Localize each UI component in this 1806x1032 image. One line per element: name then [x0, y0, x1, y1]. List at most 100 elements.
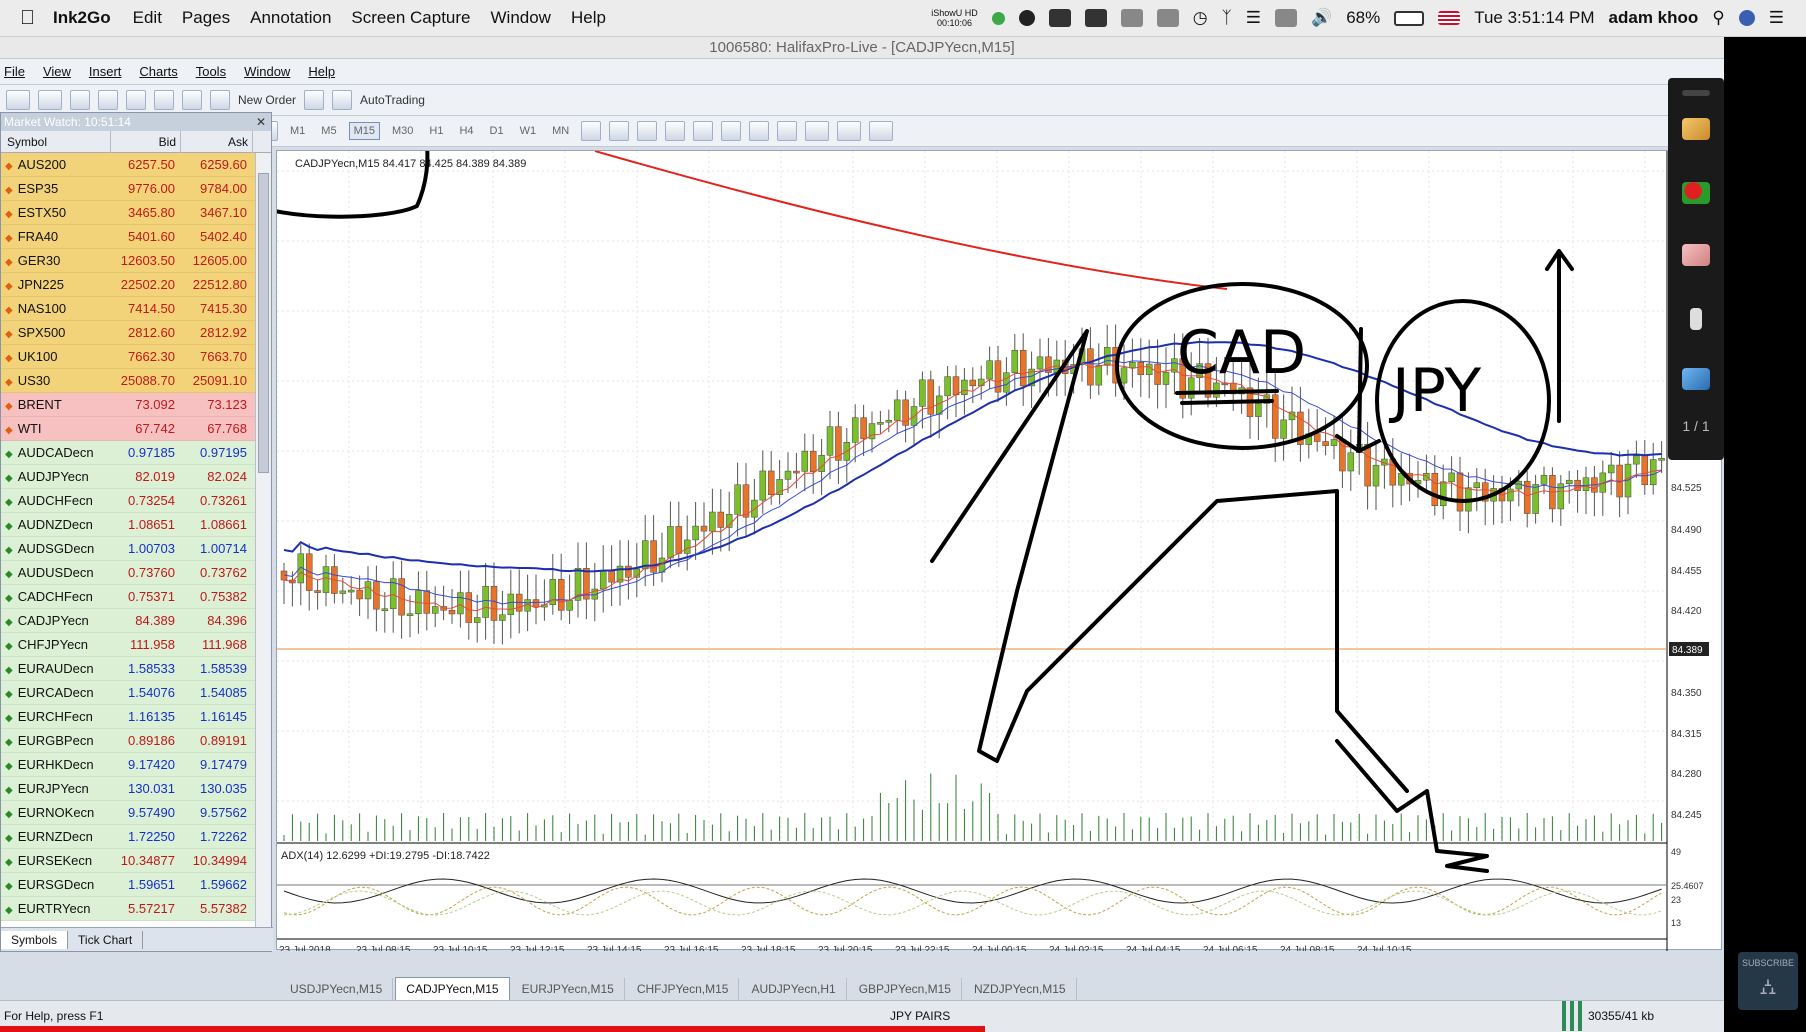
tile-windows-button[interactable]	[721, 121, 742, 141]
dropbox-icon[interactable]	[1084, 9, 1107, 27]
new-order-icon[interactable]	[210, 90, 230, 110]
market-watch-row[interactable]: EURHKDecn 9.17420 9.17479	[1, 753, 255, 777]
market-watch-row[interactable]: AUS200 6257.50 6259.60	[1, 153, 255, 177]
autotrading-button[interactable]: AutoTrading	[360, 93, 425, 107]
chart-tab[interactable]: EURJPYecn,M15	[512, 978, 625, 1000]
market-watch-row[interactable]: SPX500 2812.60 2812.92	[1, 321, 255, 345]
market-watch-row[interactable]: EURCHFecn 1.16135 1.16145	[1, 705, 255, 729]
market-watch-row[interactable]: EURGBPecn 0.89186 0.89191	[1, 729, 255, 753]
price-chart[interactable]: CADJPYecn,M15 84.417 84.425 84.389 84.38…	[276, 150, 1722, 951]
profiles-button[interactable]	[38, 90, 62, 110]
gift-icon[interactable]	[1048, 9, 1071, 27]
menu-file[interactable]: File	[4, 64, 25, 79]
notification-center-icon[interactable]: ☰	[1768, 8, 1784, 27]
siri-icon[interactable]	[1738, 10, 1755, 26]
candlestick-button[interactable]	[609, 121, 630, 141]
market-watch-row[interactable]: FRA40 5401.60 5402.40	[1, 225, 255, 249]
data-window-button[interactable]	[98, 90, 118, 110]
autoscroll-button[interactable]	[749, 121, 770, 141]
tab-symbols[interactable]: Symbols	[1, 930, 69, 949]
column-symbol[interactable]: Symbol	[1, 131, 111, 153]
close-icon[interactable]: ✕	[255, 115, 266, 129]
user-name[interactable]: adam khoo	[1608, 8, 1699, 27]
market-watch-row[interactable]: AUDUSDecn 0.73760 0.73762	[1, 561, 255, 585]
airplay-icon[interactable]	[1275, 9, 1298, 27]
clock[interactable]: Tue 3:51:14 PM	[1474, 8, 1595, 27]
period-m5[interactable]: M5	[321, 125, 337, 137]
period-d1[interactable]: D1	[489, 125, 504, 137]
mac-menu-edit[interactable]: Edit	[117, 8, 162, 27]
battery-icon[interactable]	[1394, 10, 1425, 26]
templates-button[interactable]	[869, 121, 894, 141]
market-watch-row[interactable]: NAS100 7414.50 7415.30	[1, 297, 255, 321]
market-watch-row[interactable]: EURCADecn 1.54076 1.54085	[1, 681, 255, 705]
zoom-in-button[interactable]	[665, 121, 686, 141]
chart-tab[interactable]: GBPJPYecn,M15	[849, 978, 962, 1000]
market-watch-scrollbar[interactable]	[255, 153, 271, 951]
market-watch-row[interactable]: US30 25088.70 25091.10	[1, 369, 255, 393]
ink-minimize-button[interactable]	[1682, 90, 1710, 96]
indicators-button[interactable]	[805, 121, 830, 141]
bluetooth-icon[interactable]: ᛉ	[1221, 8, 1232, 27]
menu-tools[interactable]: Tools	[195, 64, 227, 79]
time-machine-icon[interactable]: ◷	[1192, 8, 1208, 27]
color-picker-icon[interactable]	[1682, 182, 1710, 204]
market-watch-row[interactable]: AUDJPYecn 82.019 82.024	[1, 465, 255, 489]
video-progress-bar[interactable]	[0, 1026, 985, 1032]
market-watch-row[interactable]: ESTX50 3465.80 3467.10	[1, 201, 255, 225]
period-m1[interactable]: M1	[290, 125, 306, 137]
market-watch-row[interactable]: UK100 7662.30 7663.70	[1, 345, 255, 369]
mac-menu-window[interactable]: Window	[475, 8, 551, 27]
new-chart-button[interactable]	[6, 90, 30, 110]
zoom-out-button[interactable]	[693, 121, 714, 141]
new-order-button[interactable]: New Order	[238, 93, 297, 107]
period-h1[interactable]: H1	[429, 125, 444, 137]
column-ask[interactable]: Ask	[181, 131, 253, 153]
terminal-button[interactable]	[154, 90, 174, 110]
menu-insert[interactable]: Insert	[88, 64, 122, 79]
wifi-icon[interactable]: ☰	[1245, 8, 1262, 27]
app-name[interactable]: Ink2Go	[38, 8, 111, 27]
showhd-indicator[interactable]: iShowU HD 00:10:06	[931, 8, 978, 28]
navigator-button[interactable]	[126, 90, 146, 110]
menu-charts[interactable]: Charts	[139, 64, 178, 79]
chart-tab[interactable]: AUDJPYecn,H1	[741, 978, 847, 1000]
chart-tab[interactable]: CADJPYecn,M15	[395, 977, 510, 1000]
mac-menu-help[interactable]: Help	[555, 8, 606, 27]
autotrading-icon[interactable]	[332, 90, 353, 110]
spotlight-search-icon[interactable]: ⚲	[1712, 8, 1725, 27]
market-watch-row[interactable]: EURJPYecn 130.031 130.035	[1, 777, 255, 801]
market-watch-row[interactable]: AUDCADecn 0.97185 0.97195	[1, 441, 255, 465]
chart-tab[interactable]: CHFJPYecn,M15	[627, 978, 740, 1000]
scrollbar-thumb[interactable]	[258, 173, 269, 473]
shield-icon[interactable]	[1120, 9, 1143, 27]
volume-icon[interactable]: 🔊	[1311, 8, 1333, 27]
subscribe-badge[interactable]: SUBSCRIBE ⛼	[1738, 952, 1798, 1010]
market-watch-row[interactable]: AUDCHFecn 0.73254 0.73261	[1, 489, 255, 513]
bar-chart-button[interactable]	[581, 121, 602, 141]
market-watch-row[interactable]: JPN225 22502.20 22512.80	[1, 273, 255, 297]
period-m30[interactable]: M30	[391, 125, 414, 137]
market-watch-row[interactable]: AUDSGDecn 1.00703 1.00714	[1, 537, 255, 561]
pen-icon[interactable]	[1682, 118, 1710, 140]
chart-tab[interactable]: NZDJPYecn,M15	[964, 978, 1077, 1000]
menu-view[interactable]: View	[42, 64, 71, 79]
record-status-icon[interactable]	[991, 11, 1005, 25]
market-watch-row[interactable]: WTI 67.742 67.768	[1, 417, 255, 441]
strategy-tester-button[interactable]	[182, 90, 202, 110]
column-bid[interactable]: Bid	[111, 131, 181, 153]
line-tool-icon[interactable]	[1682, 368, 1710, 390]
docs-icon[interactable]	[1156, 9, 1179, 27]
chart-shift-button[interactable]	[777, 121, 798, 141]
market-watch-row[interactable]: BRENT 73.092 73.123	[1, 393, 255, 417]
mac-menu-annotation[interactable]: Annotation	[235, 8, 331, 27]
camera-icon[interactable]	[1018, 10, 1035, 26]
market-watch-row[interactable]: AUDNZDecn 1.08651 1.08661	[1, 513, 255, 537]
line-chart-button[interactable]	[637, 121, 658, 141]
mac-menu-pages[interactable]: Pages	[166, 8, 230, 27]
chart-tab[interactable]: USDJPYecn,M15	[280, 978, 394, 1000]
status-traffic[interactable]: 30355/41 kb	[1562, 1001, 1655, 1031]
market-watch-row[interactable]: EURSGDecn 1.59651 1.59662	[1, 873, 255, 897]
tab-tick-chart[interactable]: Tick Chart	[68, 930, 144, 949]
market-watch-row[interactable]: EURSEKecn 10.34877 10.34994	[1, 849, 255, 873]
